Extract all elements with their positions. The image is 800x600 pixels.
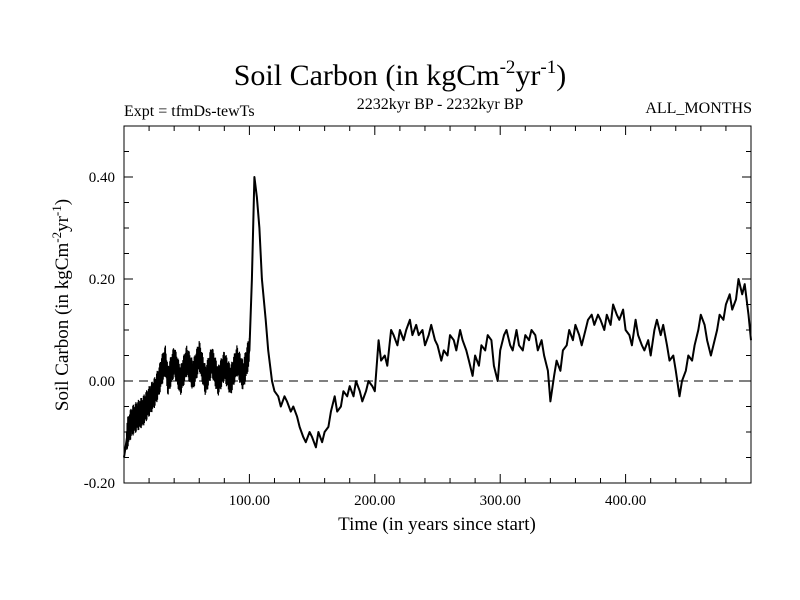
y-tick-label: 0.40 — [89, 170, 115, 186]
svg-text:Soil Carbon (in kgCm-2yr-1): Soil Carbon (in kgCm-2yr-1) — [49, 199, 73, 411]
noise-band — [125, 338, 250, 450]
y-axis-label: Soil Carbon (in kgCm-2yr-1) — [49, 199, 73, 411]
x-tick-label: 400.00 — [605, 493, 646, 509]
y-tick-label: 0.00 — [89, 374, 115, 390]
series-line-soil-carbon — [123, 176, 752, 458]
time-range-label: 2232kyr BP - 2232kyr BP — [356, 96, 524, 113]
plot-frame — [123, 125, 752, 484]
experiment-label: Expt = tfmDs-tewTs — [124, 103, 255, 120]
y-tick-label: 0.20 — [89, 272, 115, 288]
x-tick-label: 200.00 — [354, 493, 395, 509]
x-tick-label: 100.00 — [229, 493, 270, 509]
x-axis-label: Time (in years since start) — [338, 514, 536, 535]
chart-title: Soil Carbon (in kgCm-2yr-1) — [233, 57, 567, 92]
y-tick-label: -0.20 — [84, 476, 115, 492]
months-label: ALL_MONTHS — [645, 100, 752, 117]
x-tick-label: 300.00 — [480, 493, 521, 509]
